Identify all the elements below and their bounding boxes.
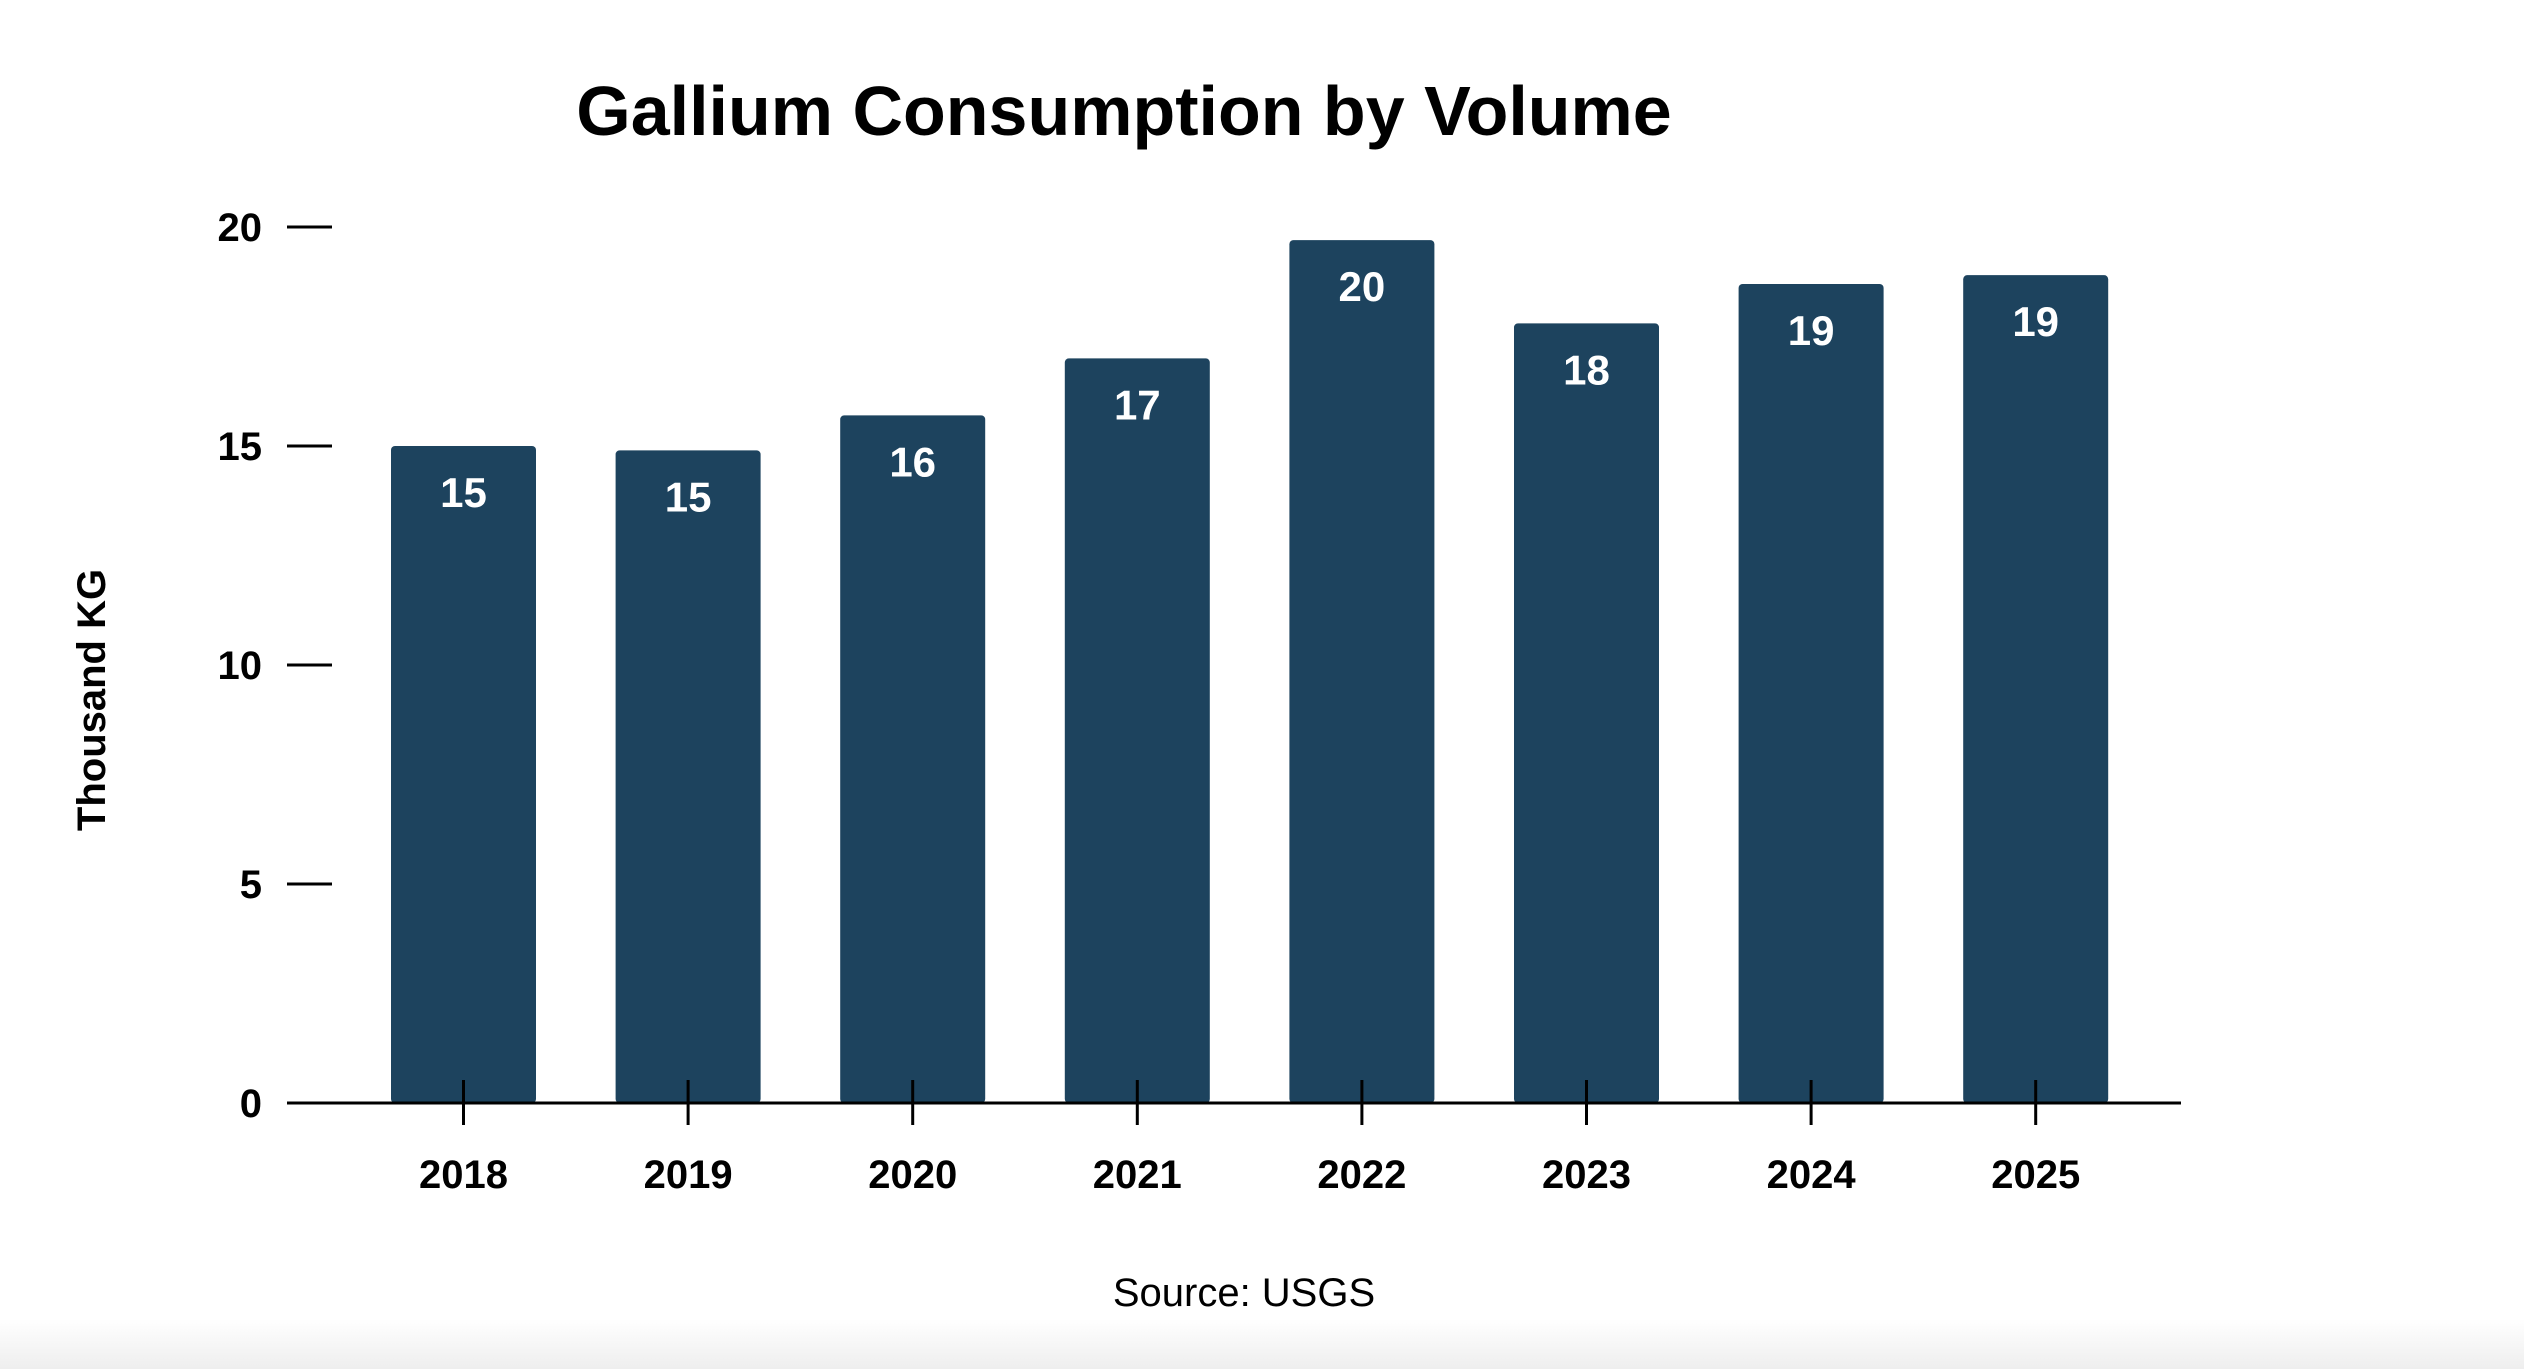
data-label: 18: [1563, 346, 1610, 393]
bar: [1064, 358, 1210, 1103]
data-label: 19: [2012, 298, 2059, 345]
x-tick-label: 2025: [1991, 1153, 2080, 1197]
data-label: 15: [440, 469, 487, 516]
bottom-shadow: [0, 1319, 2524, 1369]
x-tick-label: 2019: [644, 1153, 733, 1197]
x-axis: 2018 2019 2020 2021 2022 2023 2024 2025: [419, 1080, 2080, 1197]
source-note: Source: USGS: [1113, 1271, 1375, 1315]
bar: [840, 415, 986, 1104]
y-tick-label: 15: [218, 425, 263, 469]
x-tick-label: 2021: [1093, 1153, 1182, 1197]
bar: [615, 450, 761, 1103]
data-label: 15: [665, 473, 712, 520]
data-label: 20: [1339, 263, 1386, 310]
y-axis-label: Thousand KG: [70, 569, 114, 831]
y-axis: 0 5 10 15 20: [218, 206, 332, 1126]
x-tick-label: 2018: [419, 1153, 508, 1197]
chart-title: Gallium Consumption by Volume: [576, 72, 1671, 150]
bars: 15 15 16 17 20 18 19 19: [391, 240, 2109, 1104]
x-tick-label: 2020: [868, 1153, 957, 1197]
x-tick-label: 2024: [1767, 1153, 1857, 1197]
x-tick-label: 2022: [1317, 1153, 1406, 1197]
bar: [1514, 323, 1659, 1103]
data-label: 17: [1114, 381, 1161, 428]
bar: [1289, 240, 1435, 1103]
data-label: 16: [889, 438, 936, 485]
bar: [391, 446, 536, 1103]
y-tick-label: 5: [240, 863, 262, 907]
bar: [1738, 283, 1884, 1103]
x-tick-label: 2023: [1542, 1153, 1631, 1197]
y-tick-label: 0: [240, 1082, 262, 1126]
bar: [1963, 275, 2109, 1103]
y-tick-label: 10: [218, 644, 263, 688]
data-label: 19: [1788, 307, 1835, 354]
y-tick-label: 20: [218, 206, 263, 250]
